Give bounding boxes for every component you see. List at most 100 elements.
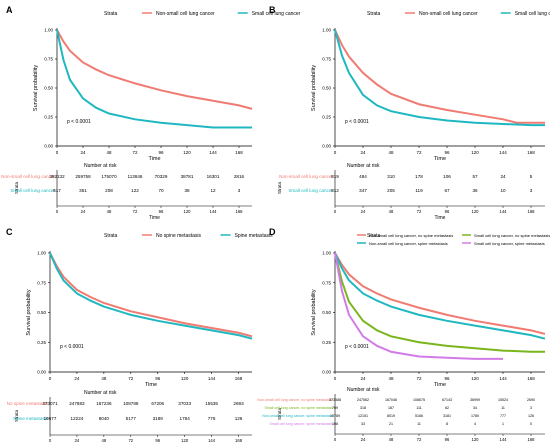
panel-d-risk-value-0-2: 167046: [385, 398, 397, 402]
panel-b-x-tick-label-6: 144: [499, 150, 507, 155]
panel-d-series-line-2: [334, 252, 546, 340]
panel-c-y-tick-label-0: 0.00: [37, 370, 46, 375]
panel-b-series-line-1: [334, 29, 545, 127]
panel-c-risk-value-0-5: 37033: [178, 401, 191, 406]
panel-d-risk-value-3-4: 8: [446, 422, 448, 426]
panel-d-risk-x-tick-label-6: 144: [500, 437, 508, 442]
panel-c-x-tick-label-4: 96: [155, 376, 161, 381]
panel-b-risk-value-1-7: 3: [530, 188, 533, 193]
panel-c-risk-x-tick-label-1: 24: [75, 438, 80, 443]
panel-c-legend-label-1: Spine metastasis: [235, 233, 274, 239]
panel-b-p-value: p < 0.0001: [345, 119, 369, 125]
panel-c-y-tick-label-4: 1.00: [37, 251, 46, 256]
panel-c-risk-x-tick-label-7: 168: [235, 438, 243, 443]
panel-c-x-tick-label-1: 24: [74, 376, 80, 381]
panel-d-risk-value-3-6: 1: [502, 422, 504, 426]
panel-d-risk-row-label-2: Non-small cell lung cancer, spine metast…: [262, 414, 333, 418]
panel-b-risk-value-1-4: 67: [444, 188, 450, 193]
panel-d-risk-value-3-5: 4: [474, 422, 476, 426]
panel-b-risk-value-1-6: 10: [500, 188, 506, 193]
panel-d-risk-x-tick-label-0: 0: [334, 437, 337, 442]
panel-d-letter: D: [269, 227, 276, 237]
panel-d-risk-value-3-0: 108: [332, 422, 338, 426]
panel-c-y-tick-label-1: 0.25: [37, 340, 46, 345]
panel-d-risk-value-2-2: 8019: [387, 414, 395, 418]
panel-d-x-tick-label-3: 72: [416, 376, 422, 381]
panel-d-risk-value-2-0: 19789: [330, 414, 340, 418]
panel-b-risk-value-1-5: 36: [472, 188, 478, 193]
panel-d-y-label: Survival probability: [311, 289, 317, 335]
panel-a-x-tick-label-5: 120: [183, 150, 191, 155]
panel-c-x-tick-label-3: 72: [128, 376, 134, 381]
panel-d-y-tick-label-1: 0.25: [322, 340, 331, 345]
panel-c-legend-label-0: No spine metastasis: [156, 233, 202, 239]
panel-d-x-tick-label-5: 120: [471, 376, 479, 381]
panel-c-y-label: Survival probability: [26, 289, 32, 335]
panel-a-risk-x-tick-label-0: 0: [56, 209, 59, 214]
panel-a-letter: A: [6, 5, 13, 15]
panel-a-risk-x-tick-label-5: 120: [184, 209, 192, 214]
panel-a-risk-value-0-3: 113846: [128, 174, 143, 179]
panel-a-risk-value-0-5: 38781: [181, 174, 194, 179]
panel-b-series-line-0: [334, 29, 545, 124]
panel-b-y-tick-label-1: 0.25: [322, 115, 331, 120]
panel-a-risk-value-0-4: 70329: [155, 174, 168, 179]
panel-b-x-label: Time: [434, 156, 446, 162]
panel-c-risk-value-0-3: 108788: [123, 401, 139, 406]
panel-c-risk-x-tick-label-0: 0: [49, 438, 52, 443]
panel-b-x-tick-label-2: 48: [388, 150, 394, 155]
panel-a-risk-value-1-0: 617: [53, 188, 61, 193]
panel-a-x-tick-label-3: 72: [132, 150, 138, 155]
panel-b-risk-x-tick-label-7: 168: [528, 209, 536, 214]
panel-d-risk-row-label-1: Small cell lung cancer, no spine metasta…: [264, 406, 333, 410]
panel-b-risk-value-1-3: 119: [415, 188, 423, 193]
panel-d-y-tick-label-2: 0.50: [322, 310, 331, 315]
panel-d-risk-value-2-6: 777: [500, 414, 506, 418]
panel-a-risk-row-label-1: Small cell lung cancer: [10, 188, 55, 193]
panel-d-risk-x-tick-label-1: 24: [361, 437, 366, 442]
panel-b-risk-value-0-4: 106: [443, 174, 451, 179]
panel-d-legend-label-3: Small cell lung cancer, spine metastasis: [474, 241, 545, 246]
panel-a-x-tick-label-0: 0: [56, 150, 59, 155]
panel-a-risk-value-1-7: 3: [238, 188, 241, 193]
panel-b-risk-value-1-1: 347: [359, 188, 367, 193]
panel-b-risk-value-0-3: 178: [415, 174, 423, 179]
panel-b-y-label: Survival probability: [311, 65, 317, 111]
panel-c-risk-x-tick-label-3: 72: [128, 438, 133, 443]
panel-b-legend-title: Strata: [367, 11, 381, 17]
panel-b-risk-row-label-1: Small cell lung cancer: [288, 188, 333, 193]
panel-a-x-label: Time: [148, 156, 160, 162]
panel-d-risk-value-2-3: 5166: [415, 414, 423, 418]
panel-a-risk-value-1-5: 38: [184, 188, 190, 193]
panel-b-risk-value-0-7: 5: [530, 174, 533, 179]
panel-c-risk-value-1-3: 5177: [126, 416, 137, 421]
panel-c-x-tick-label-0: 0: [49, 376, 52, 381]
panel-d-series-line-3: [334, 252, 503, 360]
panel-a-legend-title: Strata: [104, 11, 118, 17]
panel-c-risk-title: Number at risk: [84, 390, 117, 396]
panel-a-risk-value-0-7: 2816: [234, 174, 245, 179]
panel-c-risk-x-tick-label-6: 144: [208, 438, 216, 443]
panel-d-x-tick-label-0: 0: [334, 376, 337, 381]
panel-d-legend-title: Strata: [367, 233, 381, 239]
panel-d-risk-value-3-2: 21: [389, 422, 393, 426]
panel-b-risk-strata: Strata: [277, 182, 282, 195]
panel-c-risk-value-1-1: 12224: [71, 416, 84, 421]
panel-d-risk-value-1-7: 3: [530, 406, 532, 410]
panel-c-risk-value-0-1: 247883: [69, 401, 85, 406]
panel-c-risk-value-1-6: 776: [208, 416, 216, 421]
panel-d-risk-value-0-1: 247562: [357, 398, 369, 402]
panel-b-legend-label-1: Small cell lung cancer: [515, 11, 550, 17]
panel-d-y-tick-label-4: 1.00: [322, 251, 331, 256]
panel-d-risk-value-0-6: 15524: [498, 398, 508, 402]
panel-d-risk-title: Number at risk: [347, 387, 380, 393]
panel-d-risk-x-tick-label-5: 120: [472, 437, 480, 442]
panel-c-risk-value-1-4: 3189: [153, 416, 164, 421]
panel-d-risk-value-1-2: 187: [388, 406, 394, 410]
panel-a-x-tick-label-2: 48: [106, 150, 112, 155]
panel-a-legend-label-1: Small cell lung cancer: [252, 11, 301, 17]
panel-b-risk-value-1-2: 205: [387, 188, 395, 193]
panel-b-y-tick-label-4: 1.00: [322, 28, 331, 33]
panel-b-x-tick-label-5: 120: [471, 150, 479, 155]
